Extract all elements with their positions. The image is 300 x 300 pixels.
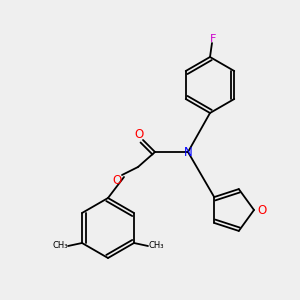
Text: O: O: [134, 128, 144, 140]
Text: CH₃: CH₃: [148, 242, 164, 250]
Text: F: F: [210, 34, 216, 44]
Text: CH₃: CH₃: [52, 242, 68, 250]
Text: O: O: [112, 173, 122, 187]
Text: N: N: [184, 146, 192, 158]
Text: O: O: [257, 203, 267, 217]
